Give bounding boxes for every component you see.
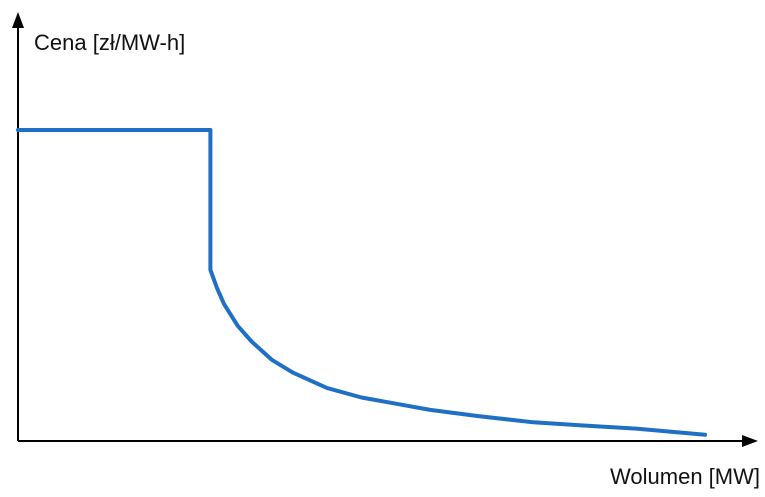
y-axis-arrow <box>12 12 24 28</box>
x-axis-label: Wolumen [MW] <box>610 464 760 489</box>
series-line-1 <box>16 128 707 437</box>
series-layer <box>16 128 707 437</box>
x-axis-arrow <box>742 435 758 447</box>
axes <box>12 12 758 447</box>
y-axis-label: Cena [zł/MW-h] <box>34 30 185 55</box>
